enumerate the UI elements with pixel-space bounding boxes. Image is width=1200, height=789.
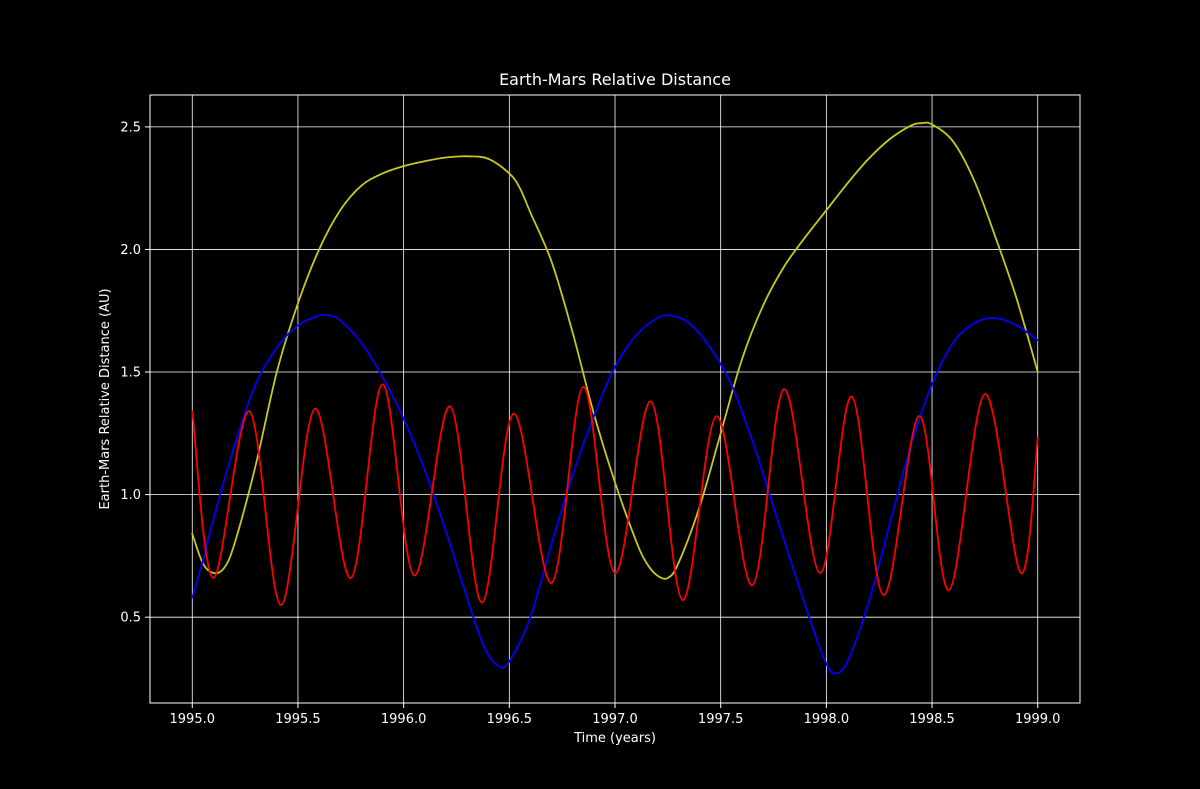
x-tick-label: 1996.5 (487, 712, 533, 727)
chart-title: Earth-Mars Relative Distance (499, 70, 731, 89)
x-tick-label: 1996.0 (381, 712, 427, 727)
y-tick-label: 2.5 (120, 120, 141, 135)
x-tick-label: 1998.5 (909, 712, 955, 727)
red-series-line (191, 383, 1039, 606)
y-tick-label: 1.0 (120, 488, 141, 503)
y-tick-label: 0.5 (120, 611, 141, 626)
blue-series-line (191, 313, 1039, 675)
x-tick-label: 1997.5 (698, 712, 744, 727)
y-axis-label: Earth-Mars Relative Distance (AU) (98, 288, 113, 509)
x-tick-label: 1995.5 (275, 712, 321, 727)
series-lines (191, 121, 1039, 675)
grid (150, 95, 1080, 703)
yellow-series-line (191, 121, 1039, 580)
x-tick-label: 1995.0 (170, 712, 216, 727)
y-tick-label: 2.0 (120, 243, 141, 258)
y-tick-label: 1.5 (120, 366, 141, 381)
x-axis-label: Time (years) (573, 731, 656, 746)
x-tick-label: 1998.0 (804, 712, 850, 727)
axis-ticks: 1995.0 1995.5 1996.0 1996.5 1997.0 1997.5 1998… (120, 120, 1060, 727)
x-tick-label: 1997.0 (592, 712, 638, 727)
x-tick-label: 1999.0 (1015, 712, 1061, 727)
